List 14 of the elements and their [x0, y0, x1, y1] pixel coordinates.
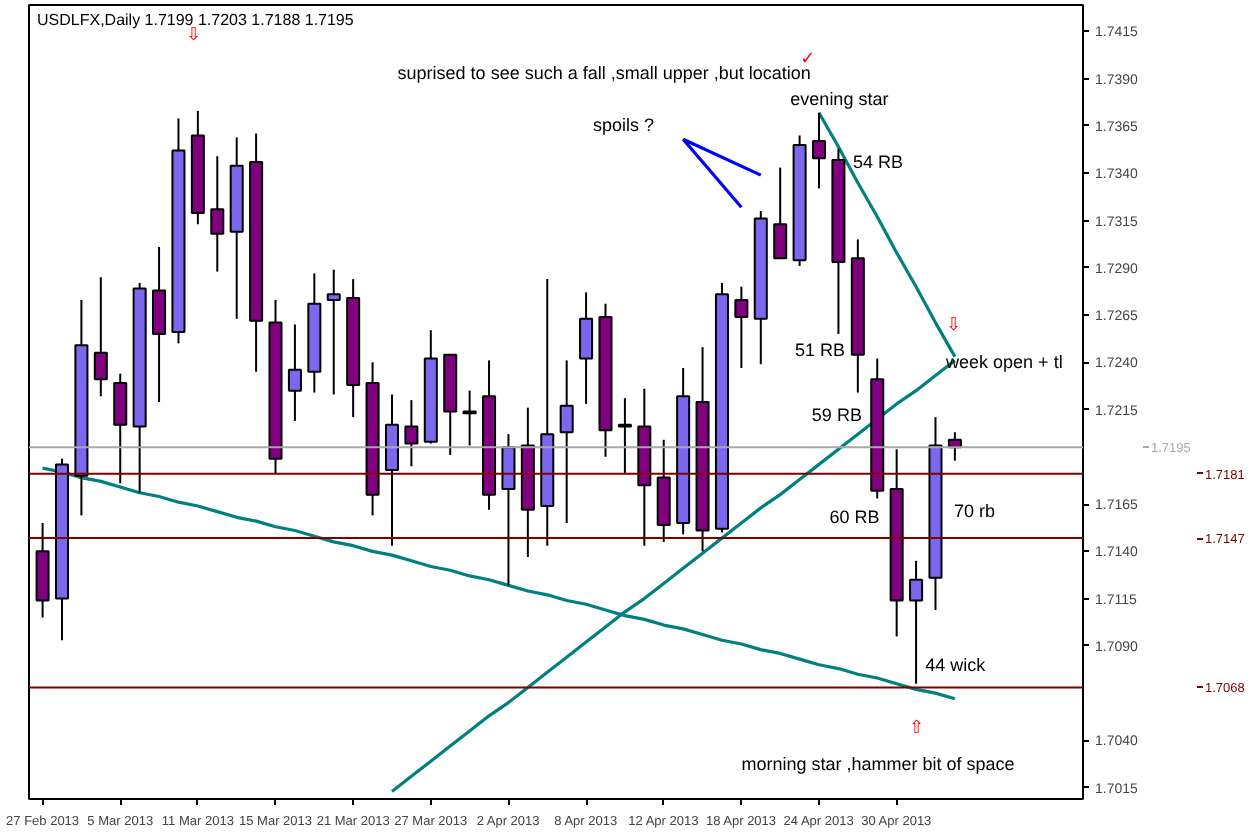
annotation: spoils ?	[592, 114, 655, 135]
annotation: 59 RB	[811, 404, 862, 425]
annotation: 70 rb	[954, 501, 996, 522]
annotation: morning star ,hammer bit of space	[741, 754, 1015, 775]
annotation: 60 RB	[829, 507, 880, 528]
annotation: 51 RB	[795, 339, 846, 360]
annotation: week open + tl	[944, 351, 1063, 372]
annotation: ⇩	[185, 26, 202, 47]
annotation: 54 RB	[852, 152, 903, 173]
annotation: ⇩	[945, 316, 961, 337]
chart-title: USDLFX,Daily 1.7199 1.7203 1.7188 1.7195	[37, 11, 355, 29]
annotation: 44 wick	[925, 655, 987, 676]
annotation: evening star	[790, 89, 889, 110]
annotation: ⇧	[909, 718, 925, 739]
